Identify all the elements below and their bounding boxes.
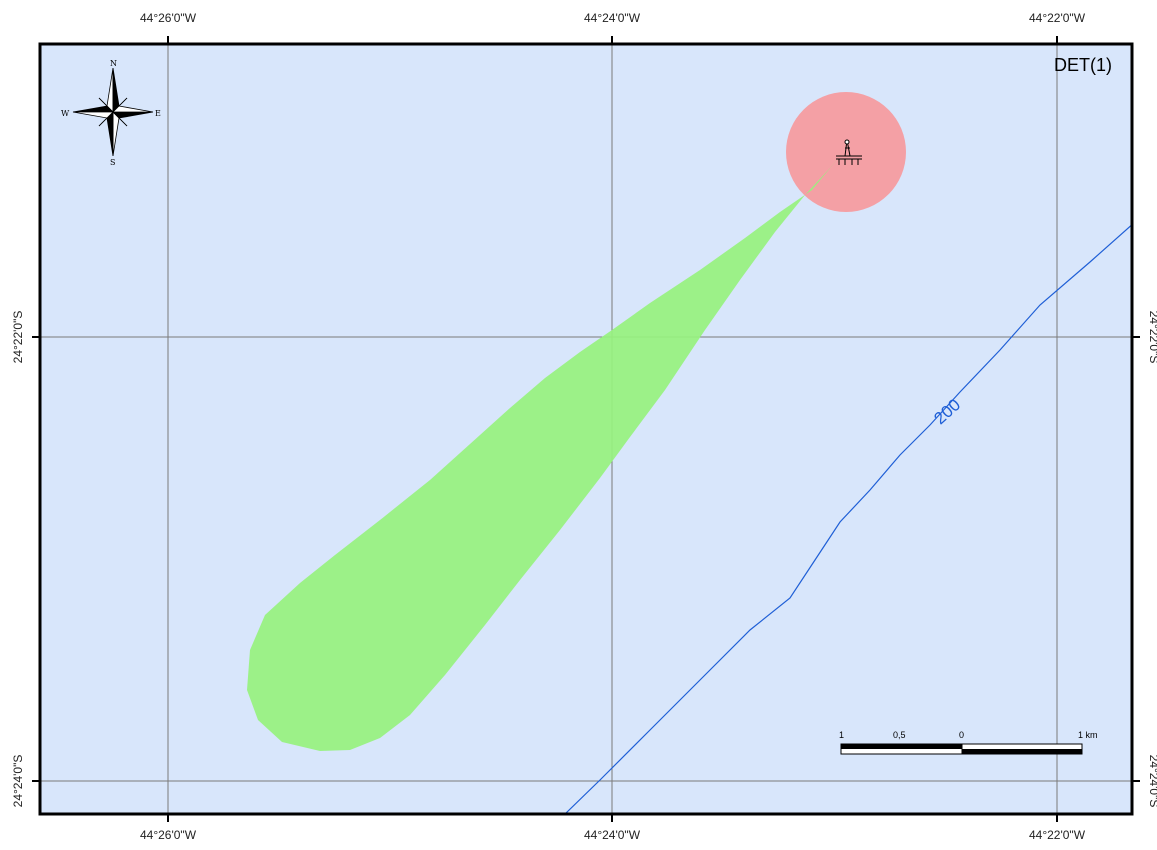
compass-label-e: E <box>155 109 161 118</box>
scale-label-0: 0 <box>959 730 964 740</box>
plume-area <box>247 150 845 751</box>
compass-label-s: S <box>110 158 115 167</box>
isobath-200-line <box>564 223 1132 814</box>
lon-label-bottom-3: 44°22'0"W <box>1029 828 1086 842</box>
lat-label-left-2: 24°24'0"S <box>11 755 25 808</box>
lon-label-top-3: 44°22'0"W <box>1029 11 1086 25</box>
lat-label-right-1: 24°22'0"S <box>1147 311 1157 364</box>
lon-label-top-2: 44°24'0"W <box>584 11 641 25</box>
oil-platform-icon <box>836 139 862 165</box>
lon-label-bottom-1: 44°26'0"W <box>140 828 197 842</box>
scale-bar: 1 0,5 0 1 km <box>839 730 1098 755</box>
lat-label-left-1: 24°22'0"S <box>11 311 25 364</box>
compass-rose-icon: N S E W <box>61 59 161 167</box>
map-frame <box>38 42 1134 816</box>
lat-label-right-2: 24°24'0"S <box>1147 755 1157 808</box>
lon-label-top-1: 44°26'0"W <box>140 11 197 25</box>
scale-label-half: 0,5 <box>893 730 906 740</box>
lon-label-bottom-2: 44°24'0"W <box>584 828 641 842</box>
compass-label-n: N <box>110 59 117 68</box>
scale-label-1: 1 <box>839 730 844 740</box>
frame-ticks <box>32 36 1140 822</box>
map-title: DET(1) <box>1054 55 1112 75</box>
compass-label-w: W <box>61 109 70 118</box>
scale-label-km: 1 km <box>1078 730 1098 740</box>
